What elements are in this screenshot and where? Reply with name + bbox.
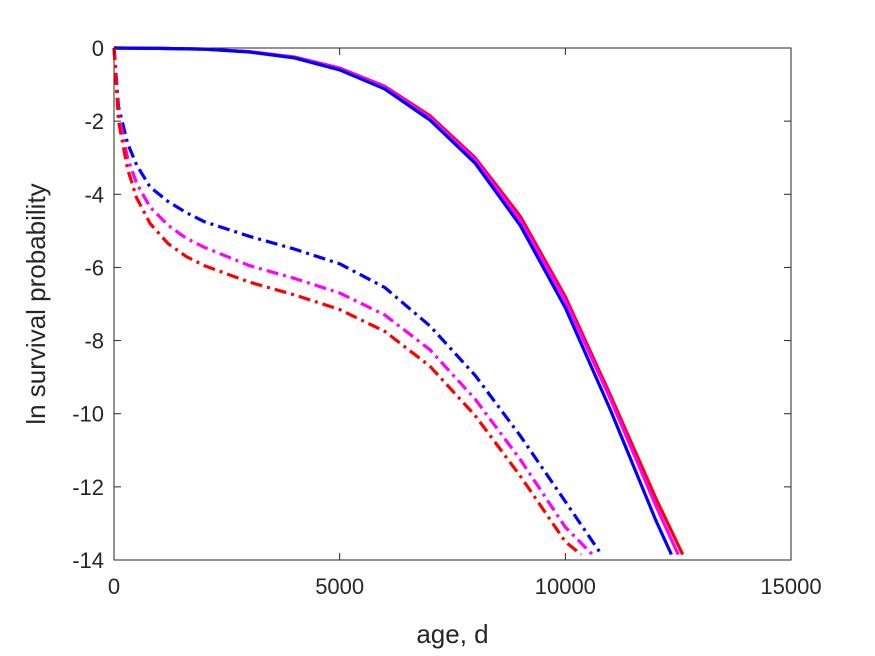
plot-area — [113, 47, 792, 561]
y-tick-label: -10 — [72, 402, 104, 427]
y-axis-ticks: 0 -2 -4 -6 -8 -10 -12 -14 — [72, 36, 791, 573]
series-line-5 — [112, 47, 594, 556]
series-line-4 — [112, 47, 603, 556]
y-tick-label: -4 — [84, 182, 104, 207]
x-tick-label: 15000 — [760, 574, 821, 599]
x-axis-ticks: 0 5000 10000 15000 — [108, 48, 822, 599]
series-layer — [112, 46, 685, 556]
x-axis-label: age, d — [416, 619, 488, 649]
series-line-6 — [112, 47, 583, 556]
x-tick-label: 0 — [108, 574, 120, 599]
y-tick-label: -2 — [84, 109, 104, 134]
y-tick-label: 0 — [92, 36, 104, 61]
y-tick-label: -6 — [84, 255, 104, 280]
y-tick-label: -8 — [84, 329, 104, 354]
y-tick-label: -14 — [72, 548, 104, 573]
y-tick-label: -12 — [72, 475, 104, 500]
x-tick-label: 10000 — [535, 574, 596, 599]
y-axis-label: ln survival probability — [21, 183, 51, 424]
plot-frame — [113, 47, 792, 561]
series-line-3 — [113, 46, 673, 556]
x-tick-label: 5000 — [315, 574, 364, 599]
